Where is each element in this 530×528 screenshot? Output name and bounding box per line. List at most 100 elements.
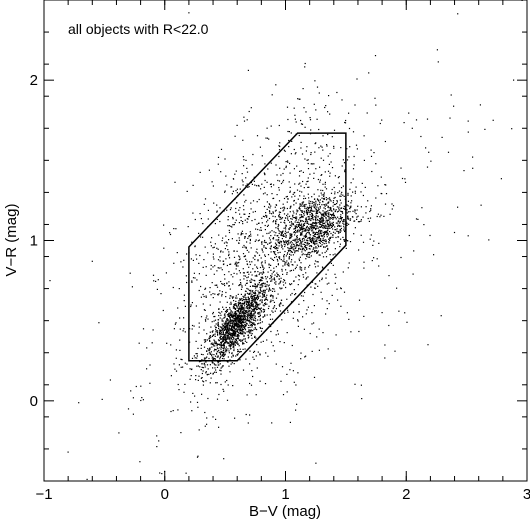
data-point (346, 312, 348, 314)
data-point (210, 326, 212, 328)
data-point (246, 263, 249, 266)
data-point (270, 245, 272, 247)
data-point (256, 223, 258, 225)
data-point (226, 264, 228, 267)
data-point (323, 204, 325, 206)
data-point (285, 240, 287, 242)
data-point (210, 294, 212, 296)
data-point (248, 315, 251, 317)
data-point (311, 237, 313, 240)
data-point (244, 294, 246, 296)
data-point (295, 409, 297, 411)
data-point (375, 104, 377, 106)
data-point (214, 319, 217, 321)
data-point (232, 216, 234, 219)
data-point (228, 350, 230, 352)
data-point (289, 247, 291, 249)
data-point (257, 294, 259, 296)
data-point (246, 218, 248, 220)
data-point (223, 458, 225, 460)
data-point (211, 355, 213, 357)
data-point (300, 243, 302, 245)
data-point (268, 206, 270, 208)
data-point (236, 335, 238, 337)
data-point (319, 166, 321, 168)
data-point (166, 342, 168, 344)
data-point (274, 290, 276, 292)
data-point (312, 237, 314, 239)
data-point (326, 300, 328, 302)
data-point (204, 309, 206, 311)
data-point (312, 250, 314, 252)
data-point (293, 289, 295, 291)
data-point (260, 289, 262, 292)
data-point (246, 271, 248, 273)
data-point (297, 98, 299, 100)
data-point (221, 295, 223, 297)
data-point (300, 267, 303, 269)
data-point (313, 193, 315, 195)
data-point (314, 234, 316, 236)
data-point (239, 317, 241, 319)
data-point (313, 231, 315, 234)
data-point (322, 256, 325, 258)
data-point (243, 194, 245, 196)
data-point (257, 271, 259, 273)
data-point (301, 202, 303, 204)
data-point (217, 334, 219, 336)
data-point (233, 272, 235, 274)
data-point (285, 242, 287, 244)
data-point (262, 289, 264, 291)
data-point (313, 163, 315, 165)
data-point (259, 326, 261, 329)
data-point (302, 243, 304, 245)
data-point (232, 297, 234, 299)
data-point (264, 303, 266, 306)
data-point (221, 340, 224, 342)
data-point (307, 207, 309, 209)
data-point (463, 170, 465, 172)
data-point (302, 203, 304, 205)
data-point (289, 284, 291, 286)
data-point (302, 253, 304, 255)
data-point (237, 331, 239, 334)
data-point (258, 322, 260, 324)
data-point (273, 220, 275, 222)
data-point (428, 151, 430, 153)
data-point (285, 262, 287, 264)
data-point (277, 264, 279, 266)
data-point (275, 297, 278, 299)
data-point (225, 321, 227, 323)
data-point (234, 319, 236, 321)
data-point (303, 235, 305, 237)
data-point (187, 226, 189, 228)
data-point (289, 233, 291, 235)
data-point (241, 324, 243, 326)
data-point (297, 230, 299, 232)
data-point (223, 348, 225, 350)
data-point (224, 354, 226, 356)
data-point (243, 116, 245, 118)
data-point (308, 216, 310, 218)
data-point (457, 206, 459, 208)
data-point (197, 379, 199, 381)
data-point (251, 313, 253, 315)
data-point (296, 236, 298, 238)
data-point (211, 335, 213, 337)
data-point (221, 351, 223, 353)
data-point (225, 320, 227, 322)
data-point (247, 218, 249, 220)
data-point (480, 204, 482, 206)
data-point (246, 287, 248, 290)
data-point (326, 144, 328, 146)
data-point (183, 259, 185, 261)
data-point (203, 329, 205, 331)
data-point (321, 244, 323, 246)
data-point (294, 268, 296, 270)
data-point (243, 302, 245, 304)
data-point (264, 314, 266, 316)
data-point (283, 254, 285, 256)
data-point (239, 298, 241, 300)
data-point (231, 186, 233, 188)
data-point (300, 245, 302, 247)
